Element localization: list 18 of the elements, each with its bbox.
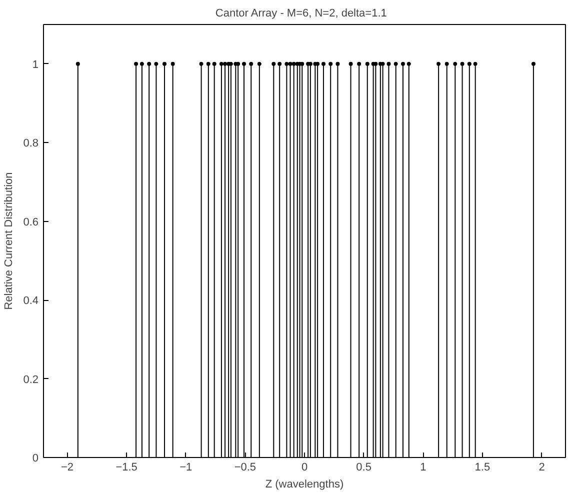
x-tick-label: 0 <box>301 462 308 474</box>
x-tick-label: −1 <box>180 462 192 474</box>
y-tick-label: 0 <box>32 452 39 464</box>
x-tick-label: 1.5 <box>474 462 490 474</box>
x-tick-label: 2 <box>538 462 545 474</box>
x-tick-label: −0.5 <box>234 462 256 474</box>
y-axis-title: Relative Current Distribution <box>3 172 16 310</box>
y-tick-label: 0.4 <box>23 295 39 308</box>
y-tick-label: 0.8 <box>23 138 39 150</box>
x-axis-title: Z (wavelengths) <box>265 478 344 490</box>
y-tick-label: 0.2 <box>23 374 39 386</box>
x-tick-label: −1.5 <box>116 462 138 474</box>
chart-title: Cantor Array - M=6, N=2, delta=1.1 <box>215 8 387 20</box>
x-tick-label: 0.5 <box>356 462 372 474</box>
x-tick-label: −2 <box>60 462 74 474</box>
x-tick-label: 1 <box>420 462 426 474</box>
y-tick-label: 0.6 <box>23 216 39 228</box>
y-tick-label: 1 <box>32 58 39 71</box>
